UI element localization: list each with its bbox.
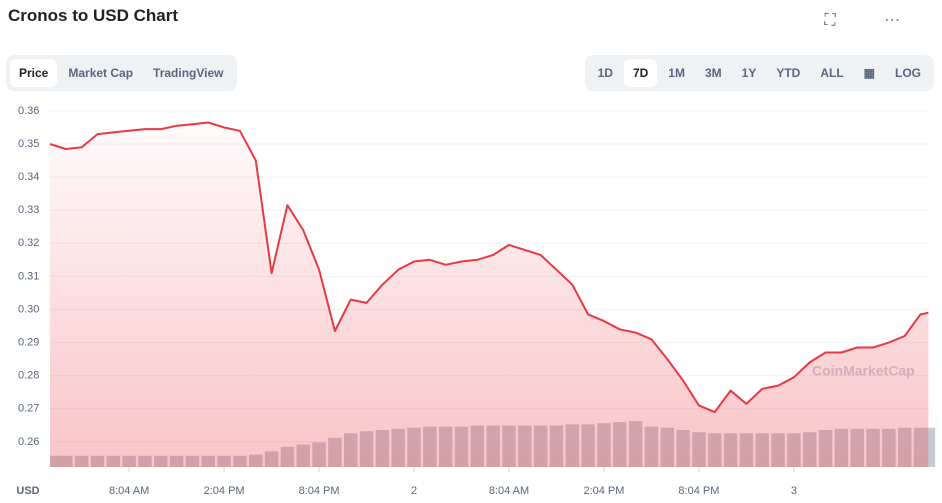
volume-bar [676,429,690,467]
y-tick-label: 0.26 [18,436,39,448]
volume-bar [122,455,136,467]
volume-bar [106,455,121,467]
volume-bar [628,421,643,467]
volume-bar [328,437,342,467]
y-tick-label: 0.33 [18,204,39,216]
tab[interactable]: YTD [776,66,801,80]
volume-bar [249,454,263,467]
volume-bar [644,426,659,467]
tab[interactable]: 1Y [741,66,757,80]
view-tabs: Price Market Cap TradingView [6,55,237,91]
volume-bar [296,444,310,467]
y-tick-label: 0.30 [18,303,39,315]
volume-bar [882,428,896,467]
volume-bar [913,427,928,467]
price-line [49,121,929,414]
tab[interactable]: ALL [820,66,844,80]
volume-bar [921,427,936,467]
currency-label: USD [16,485,39,497]
tab[interactable]: Price [10,59,58,87]
tab[interactable]: TradingView [153,66,224,80]
tab[interactable]: 1D [597,66,613,80]
volume-bar [90,455,105,467]
y-tick-label: 0.36 [18,105,39,117]
volume-bar [154,455,168,467]
volume-bar [74,455,89,467]
y-tick-label: 0.29 [18,336,39,348]
volume-bar [264,451,279,467]
volume-bar [217,455,231,467]
x-tick-label: 8:04 PM [299,485,340,497]
tab[interactable]: 7D [623,59,658,87]
volume-bar [897,427,912,467]
y-tick-label: 0.32 [18,237,39,249]
volume-bar [375,429,390,467]
volume-bar [423,426,437,467]
y-tick-label: 0.35 [18,138,39,150]
range-tabs: 1D 7D 1M 3M 1Y YTD ALL ▦ LOG [584,55,934,91]
volume-bar [344,433,358,467]
page-title: Cronos to USD Chart [8,6,178,25]
x-tick-label: 8:04 AM [109,485,149,497]
volume-bar [613,422,627,467]
volume-bar [486,425,500,467]
volume-bar [169,455,184,467]
volume-bar [739,433,754,467]
y-tick-label: 0.31 [18,270,39,282]
volume-bar [818,429,833,467]
volume-bar [533,425,548,467]
x-tick-label: 2:04 PM [204,485,245,497]
tab[interactable]: 1M [668,66,685,80]
price-area [50,122,929,467]
volume-bar [660,427,674,467]
calendar-button[interactable]: ▦ [863,66,875,80]
volume-bar [723,433,738,467]
header-icons: ⛶ ⋯ [824,12,922,29]
tab[interactable]: LOG [895,66,921,80]
volume-bar [502,425,516,467]
tab[interactable]: 3M [704,66,722,80]
x-tick-label: 8:04 AM [489,485,529,497]
volume-bar [802,432,817,467]
volume-bar [834,428,849,467]
volume-bar [201,455,215,467]
volume-bar [438,426,453,467]
x-tick-label: 8:04 PM [678,485,719,497]
volume-bar [692,432,706,467]
volume-bar [549,425,564,467]
y-tick-label: 0.34 [18,171,39,183]
volume-bar [312,442,326,467]
x-tick-label: 2 [411,485,417,497]
volume-bar [407,427,421,467]
watermark: CoinMarketCap [812,363,915,379]
x-tick-label: 2:04 PM [583,485,624,497]
volume-bar [59,455,73,467]
volume-bar [138,455,152,467]
volume-bar [581,424,595,467]
volume-bar [185,455,200,467]
volume-bar [771,433,785,467]
volume-bar [50,455,64,467]
volume-bar [454,426,469,467]
volume-bar [755,433,769,467]
volume-bar [866,428,880,467]
volume-bar [597,423,611,467]
volume-bar [518,425,532,467]
volume-bar [787,433,801,467]
volume-bar [850,428,864,467]
x-tick-label: 3 [791,485,797,497]
volume-bar [280,446,295,467]
volume-bar [391,428,405,467]
volume-bar [359,431,374,467]
tab[interactable]: Market Cap [68,66,134,80]
y-tick-label: 0.28 [18,370,39,382]
volume-bar [470,425,485,467]
volume-bar [565,424,580,467]
volume-bar [233,455,247,467]
volume-bar [708,433,722,467]
y-tick-label: 0.27 [18,403,39,415]
